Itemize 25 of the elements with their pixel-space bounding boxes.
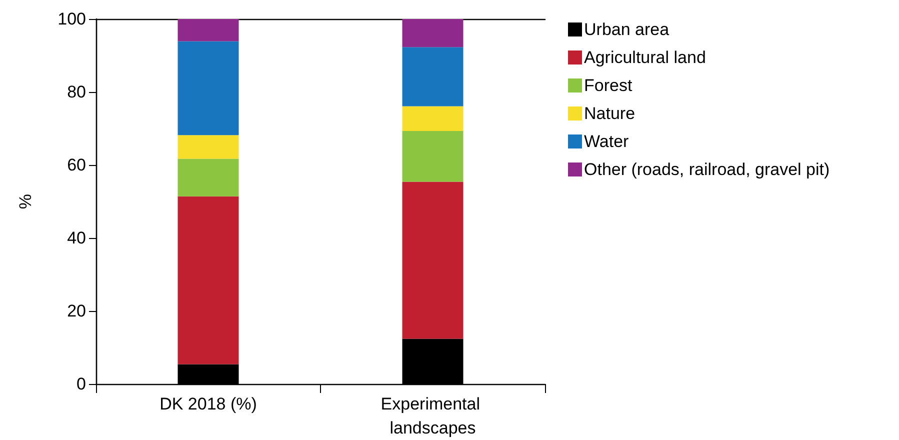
bar: [178, 158, 239, 196]
legend-label: Nature: [584, 104, 636, 123]
y-axis-title: %: [16, 194, 35, 210]
y-tick-label: 60: [67, 156, 86, 174]
bar: [178, 135, 239, 159]
bar: [402, 47, 464, 106]
x-tick-label: Experimental landscapes: [380, 394, 485, 438]
bar: [178, 196, 239, 364]
bar: [402, 182, 464, 339]
legend-label: Other (roads, railroad, gravel pit): [584, 160, 830, 179]
y-tick-label: 20: [67, 302, 86, 320]
legend-label: Urban area: [584, 20, 670, 39]
x-tick-label: DK 2018 (%): [160, 394, 257, 414]
bar: [402, 19, 464, 48]
legend-label: Water: [584, 132, 630, 151]
y-tick-label: 80: [67, 82, 86, 102]
bar: [402, 106, 464, 132]
y-tick-label: 40: [67, 228, 86, 248]
bar: [402, 131, 464, 182]
y-tick-label: 0: [76, 374, 86, 394]
legend-label: Forest: [584, 76, 632, 95]
bar: [178, 41, 239, 136]
legend-label: Agricultural land: [584, 48, 706, 67]
y-tick-label: 100: [58, 10, 86, 28]
bar: [178, 19, 239, 42]
